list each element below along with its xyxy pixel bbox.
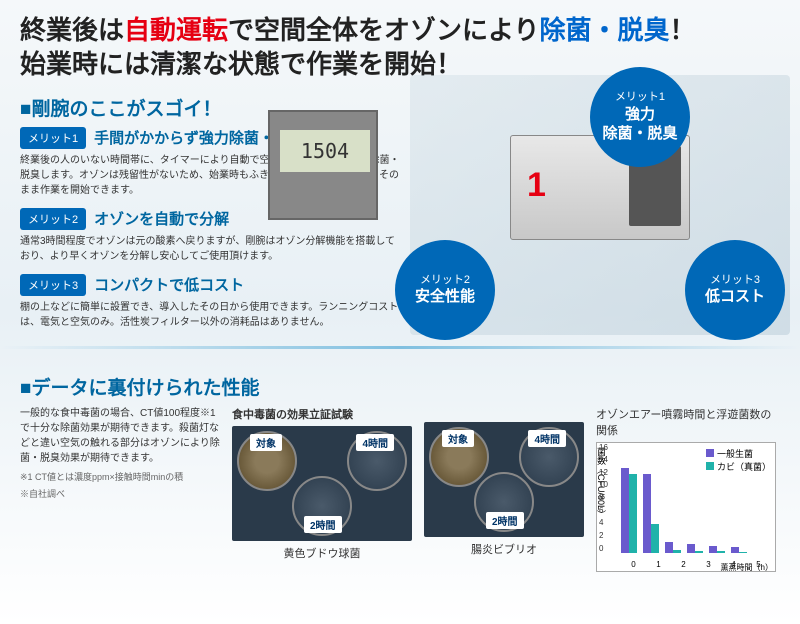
tag-2h-2: 2時間 [486, 512, 524, 529]
merit-badge-3: メリット3 [20, 274, 86, 296]
merit-circle-2: メリット2 安全性能 [395, 240, 495, 340]
petri-caption-1: 黄色ブドウ球菌 [232, 541, 412, 561]
circle-text-3: 低コスト [705, 287, 765, 307]
divider [0, 346, 800, 349]
petri-group-1: 食中毒菌の効果立証試験 対象 4時間 2時間 黄色ブドウ球菌 [232, 406, 412, 572]
hl-red: 自動運転 [124, 15, 228, 45]
circle-label-3: メリット3 [710, 273, 760, 287]
data-text-body: 一般的な食中毒菌の場合、CT値100程度※1で十分な除菌効果が期待できます。殺菌… [20, 408, 220, 464]
circle-label-1: メリット1 [615, 90, 665, 104]
hl-mid: で空間全体をオゾンにより [228, 15, 539, 45]
legend-swatch-1 [706, 449, 714, 457]
hl-line2: 始業時には清潔な状態で作業を開始！ [20, 49, 462, 79]
petri-group-title: 食中毒菌の効果立証試験 [232, 406, 412, 422]
circle-label-2: メリット2 [420, 273, 470, 287]
tag-4h-2: 4時間 [528, 430, 566, 447]
circle-text-2: 安全性能 [415, 287, 475, 307]
device-number: 1 [527, 166, 546, 205]
chart-bars [621, 463, 771, 553]
timer-lcd: 1504 [280, 130, 370, 172]
timer-device: 1504 [268, 110, 378, 220]
footnote-2: ※自社調べ [20, 489, 220, 501]
legend-label-1: 一般生菌 [717, 447, 753, 460]
tag-control: 対象 [250, 434, 282, 451]
merit-badge-2: メリット2 [20, 208, 86, 230]
data-section: ■データに裏付けられた性能 一般的な食中毒菌の場合、CT値100程度※1で十分な… [0, 355, 800, 572]
hl-blue: 除菌・脱臭 [540, 15, 670, 45]
footnote-1: ※1 CT値とは濃度ppm×接触時間minの積 [20, 472, 220, 484]
merit-circle-3: メリット3 低コスト [685, 240, 785, 340]
petri-group-2: 対象 4時間 2時間 腸炎ビブリオ [424, 406, 584, 572]
tag-4h: 4時間 [356, 434, 394, 451]
hero-visual: 1 メリット1 強力除菌・脱臭 メリット2 安全性能 メリット3 低コスト [410, 75, 790, 335]
headline: 終業後は自動運転で空間全体をオゾンにより除菌・脱臭！ 始業時には清潔な状態で作業… [0, 0, 800, 86]
tag-control-2: 対象 [442, 430, 474, 447]
chart-area: オゾンエアー噴霧時間と浮遊菌数の関係 菌数（CFU/80L） 一般生菌 カビ（真… [596, 406, 776, 572]
merit-badge-1: メリット1 [20, 127, 86, 149]
merit-desc-2: 通常3時間程度でオゾンは元の酸素へ戻りますが、剛腕はオゾン分解機能を搭載しており… [20, 230, 400, 264]
chart-box: 菌数（CFU/80L） 一般生菌 カビ（真菌） 1614121086420 01… [596, 442, 776, 572]
merit-title-2: オゾンを自動で分解 [94, 208, 229, 229]
petri-spacer [424, 406, 584, 418]
circle-text-1: 強力除菌・脱臭 [602, 105, 677, 144]
merit-circle-1: メリット1 強力除菌・脱臭 [590, 67, 690, 167]
hl-pre: 終業後は [20, 15, 124, 45]
chart-yaxis: 1614121086420 [599, 443, 608, 553]
chart-title: オゾンエアー噴霧時間と浮遊菌数の関係 [596, 406, 776, 438]
petri-caption-2: 腸炎ビブリオ [424, 537, 584, 557]
merit-desc-3: 棚の上などに簡単に設置でき、導入したその日から使用できます。ランニングコストは、… [20, 296, 400, 330]
hl-post: ！ [670, 15, 696, 45]
petri-imgs-1: 対象 4時間 2時間 [232, 426, 412, 541]
chart-xlabel: 薫蒸時間（h） [721, 562, 773, 573]
data-text: 一般的な食中毒菌の場合、CT値100程度※1で十分な除菌効果が期待できます。殺菌… [20, 406, 220, 572]
merit-title-3: コンパクトで低コスト [94, 274, 244, 295]
merit-3: メリット3 コンパクトで低コスト 棚の上などに簡単に設置でき、導入したその日から… [20, 274, 400, 330]
petri-imgs-2: 対象 4時間 2時間 [424, 422, 584, 537]
tag-2h: 2時間 [304, 516, 342, 533]
section-title-2: ■データに裏付けられた性能 [20, 365, 780, 406]
